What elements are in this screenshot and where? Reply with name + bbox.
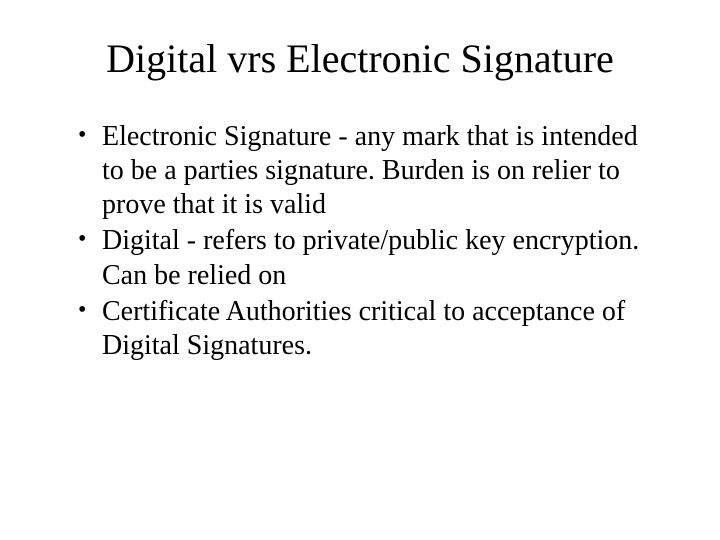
bullet-list: Electronic Signature - any mark that is … bbox=[60, 120, 660, 363]
list-item: Electronic Signature - any mark that is … bbox=[78, 120, 660, 222]
list-item: Certificate Authorities critical to acce… bbox=[78, 295, 660, 363]
list-item: Digital - refers to private/public key e… bbox=[78, 224, 660, 292]
slide-container: Digital vrs Electronic Signature Electro… bbox=[0, 0, 720, 540]
slide-title: Digital vrs Electronic Signature bbox=[60, 36, 660, 82]
